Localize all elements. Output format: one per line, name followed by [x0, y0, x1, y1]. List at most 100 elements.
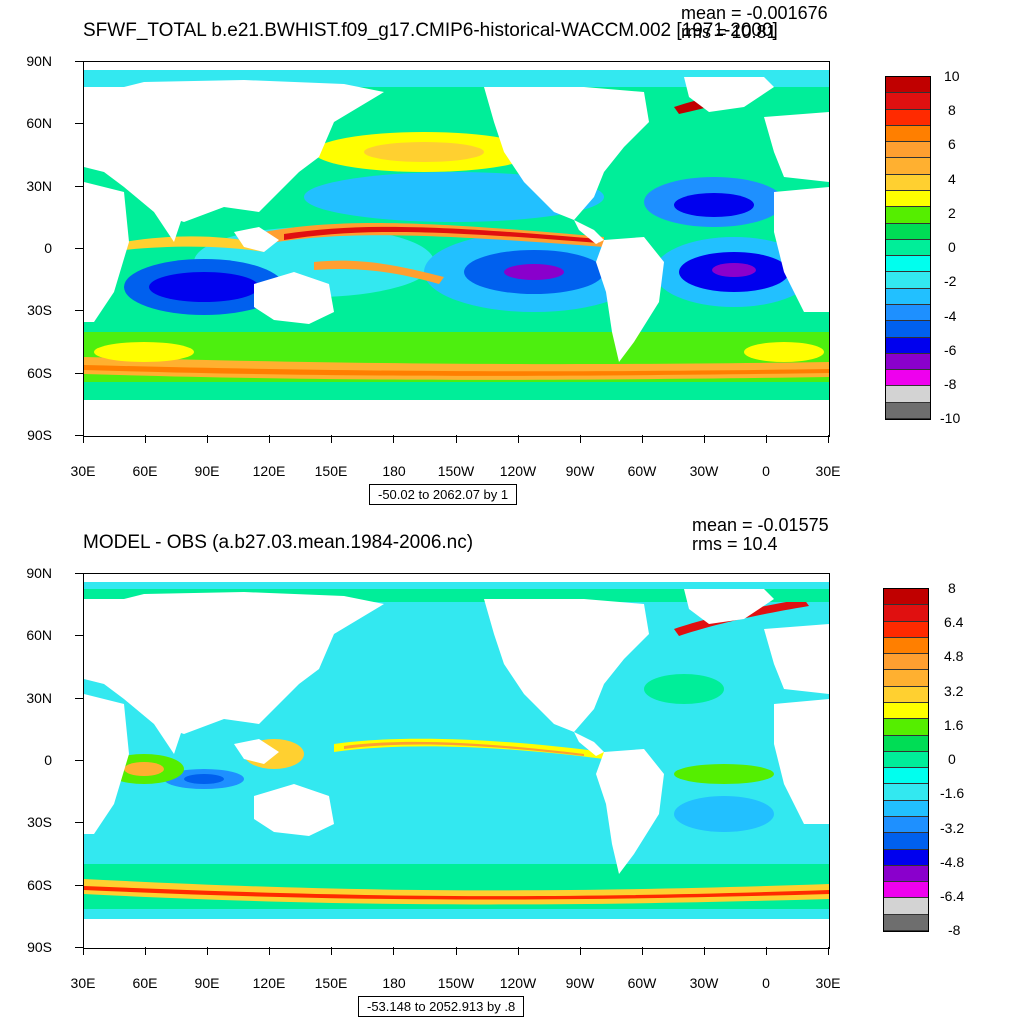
colorbar-label: -3.2 [940, 820, 965, 836]
lon-label: 150E [314, 463, 348, 479]
lat-label: 0 [44, 240, 52, 256]
colorbar-swatch [884, 849, 928, 866]
y-tick-mark [75, 635, 83, 636]
lon-label: 90E [194, 463, 220, 479]
colorbar-swatch [884, 589, 928, 606]
bottom-panel: MODEL - OBS (a.b27.03.mean.1984-2006.nc)… [0, 512, 1024, 1024]
lat-label: 60N [26, 115, 52, 131]
colorbar-label: -10 [940, 410, 961, 426]
colorbar-swatch [886, 288, 930, 305]
x-tick-mark [83, 435, 84, 443]
x-tick-mark [145, 435, 146, 443]
colorbar-swatch [886, 109, 930, 126]
x-tick-mark [704, 435, 705, 443]
colorbar-label: -1.6 [940, 785, 965, 801]
lat-label: 30S [27, 814, 52, 830]
colorbar-swatch [884, 898, 928, 915]
field-plot [84, 62, 829, 436]
colorbar-swatch [884, 654, 928, 671]
x-tick-mark [269, 435, 270, 443]
lon-label: 90E [194, 975, 220, 991]
colorbar-swatch [884, 719, 928, 736]
colorbar-swatch [884, 784, 928, 801]
colorbar-swatch [884, 621, 928, 638]
x-tick-mark [518, 435, 519, 443]
contour-range-label: -53.148 to 2052.913 by .8 [358, 996, 525, 1017]
lat-label: 60N [26, 627, 52, 643]
colorbar-swatch [884, 768, 928, 785]
lon-label: 60W [627, 975, 657, 991]
colorbar-swatch [884, 735, 928, 752]
colorbar-swatch [886, 142, 930, 159]
lon-label: 30E [815, 975, 841, 991]
lon-label: 30E [815, 463, 841, 479]
colorbar-swatch [884, 816, 928, 834]
colorbar-label: 0 [948, 239, 956, 255]
lat-label: 30S [27, 302, 52, 318]
colorbar-label: 0 [948, 751, 956, 767]
lon-label: 30W [689, 975, 719, 991]
y-tick-mark [75, 947, 83, 948]
lon-label: 60W [627, 463, 657, 479]
colorbar-swatch [886, 239, 930, 257]
x-tick-mark [456, 435, 457, 443]
colorbar [885, 76, 931, 420]
x-tick-mark [269, 947, 270, 955]
colorbar-swatch [886, 93, 930, 110]
colorbar-swatch [884, 914, 928, 931]
colorbar-label: -6 [944, 342, 957, 358]
colorbar-swatch [884, 637, 928, 655]
x-tick-mark [331, 947, 332, 955]
colorbar-label: -8 [948, 922, 961, 938]
lon-label: 30E [70, 463, 96, 479]
x-tick-mark [766, 947, 767, 955]
top-panel: SFWF_TOTAL b.e21.BWHIST.f09_g17.CMIP6-hi… [26, 3, 961, 505]
lon-label: 90W [565, 975, 595, 991]
x-tick-mark [207, 435, 208, 443]
colorbar-swatch [886, 190, 930, 208]
colorbar-swatch [884, 833, 928, 850]
lon-label: 30W [689, 463, 719, 479]
colorbar-swatch [886, 386, 930, 403]
y-tick-mark [75, 123, 83, 124]
field-plot [84, 574, 829, 948]
x-tick-mark [580, 435, 581, 443]
lon-label: 120E [252, 463, 286, 479]
lat-label: 0 [44, 752, 52, 768]
lat-label: 90N [26, 565, 52, 581]
mean-value: mean = -0.01575 [692, 515, 829, 535]
colorbar-swatch [886, 77, 930, 94]
colorbar-label: 6.4 [944, 614, 964, 630]
colorbar-swatch [884, 751, 928, 769]
x-tick-mark [393, 947, 394, 955]
y-tick-mark [75, 248, 83, 249]
colorbar-label: 6 [948, 136, 956, 152]
x-tick-mark [331, 435, 332, 443]
lon-label: 30E [70, 975, 96, 991]
colorbar-label: -2 [944, 273, 957, 289]
y-tick-mark [75, 760, 83, 761]
lat-label: 90S [27, 427, 52, 443]
colorbar-swatch [886, 256, 930, 273]
colorbar-swatch [886, 370, 930, 387]
lon-label: 150W [437, 975, 475, 991]
x-tick-mark [828, 435, 829, 443]
lat-label: 90S [27, 939, 52, 955]
colorbar-label: 3.2 [944, 683, 964, 699]
lon-label: 120W [499, 463, 537, 479]
lat-label: 30N [26, 690, 52, 706]
x-tick-mark [704, 947, 705, 955]
lon-label: 150W [437, 463, 475, 479]
rms-value: rms = 10.4 [692, 534, 778, 554]
colorbar-swatch [886, 158, 930, 175]
y-tick-mark [75, 310, 83, 311]
x-tick-mark [207, 947, 208, 955]
colorbar-swatch [884, 865, 928, 883]
x-tick-mark [580, 947, 581, 955]
lat-label: 30N [26, 178, 52, 194]
colorbar-swatch [884, 800, 928, 817]
x-tick-mark [642, 947, 643, 955]
colorbar-label: -6.4 [940, 888, 965, 904]
y-tick-mark [75, 885, 83, 886]
map-title: SFWF_TOTAL b.e21.BWHIST.f09_g17.CMIP6-hi… [83, 20, 778, 41]
